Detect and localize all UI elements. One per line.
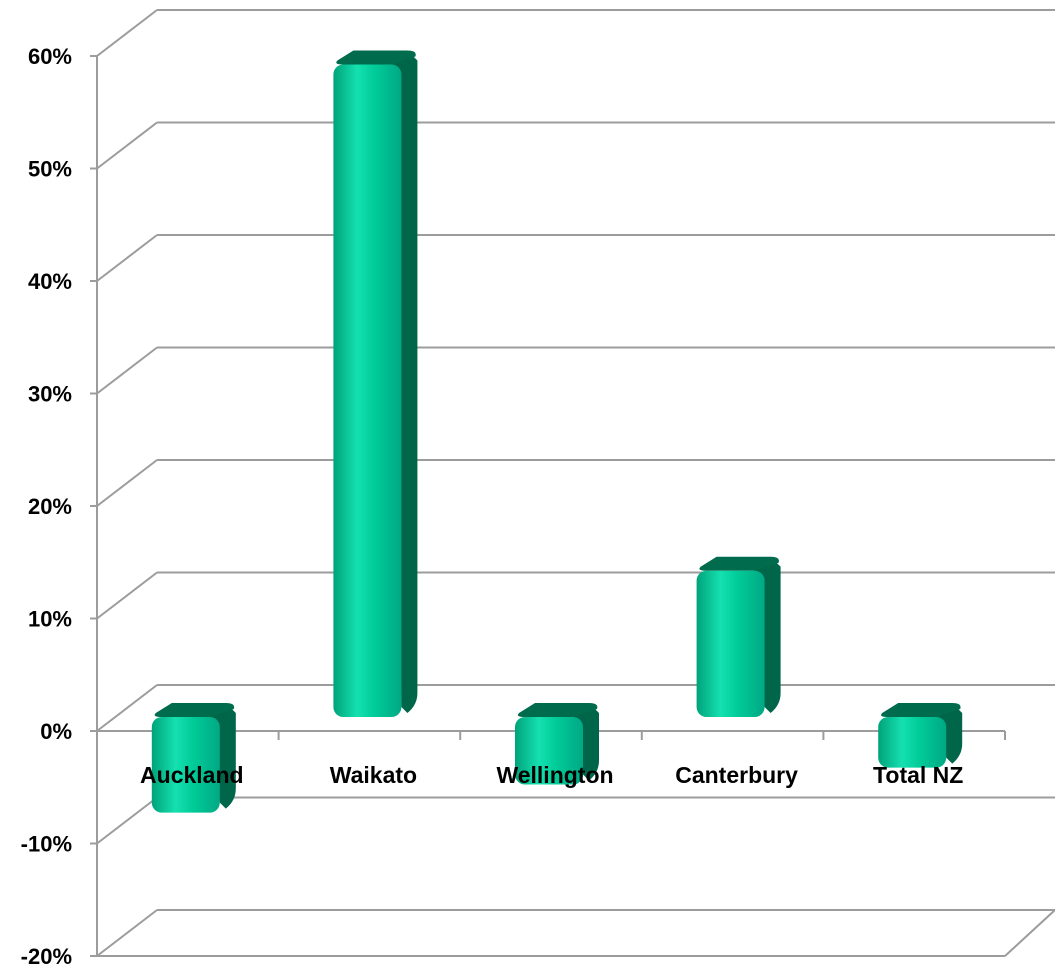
x-category-label: Wellington	[496, 762, 613, 788]
x-category-label: Auckland	[140, 762, 244, 788]
y-axis-tick-labels: -20% -10% 0% 10% 20% 30% 40% 50% 60%	[21, 44, 72, 969]
bar-auckland	[151, 703, 236, 813]
gridline-diagonal-5	[96, 346, 158, 395]
x-category-label: Waikato	[330, 762, 417, 788]
gridline-diagonal-8	[96, 9, 158, 57]
bar-canterbury	[696, 556, 781, 717]
gridlines	[96, 9, 1055, 957]
gridline-diagonal-4	[96, 459, 158, 507]
bar-waikato	[333, 50, 418, 717]
y-tick-label: 40%	[28, 269, 72, 294]
gridline-diagonal-7	[96, 121, 158, 170]
floor-right-edge	[1004, 909, 1055, 957]
y-tick-label: 50%	[28, 157, 72, 182]
gridline-diagonal-2	[96, 684, 158, 732]
bar-total-nz	[878, 703, 963, 768]
x-category-label: Total NZ	[873, 762, 963, 788]
y-tick-label: 10%	[28, 607, 72, 632]
y-tick-label: 0%	[40, 719, 72, 744]
x-axis-category-labels: Auckland Waikato Wellington Canterbury Total…	[140, 762, 963, 788]
bars	[151, 50, 963, 813]
gridline-diagonal-3	[96, 571, 158, 620]
y-tick-label: 20%	[28, 494, 72, 519]
y-tick-label: 60%	[28, 44, 72, 69]
gridline-diagonal-0	[96, 909, 158, 957]
axes	[90, 55, 1006, 957]
gridline-diagonal-6	[96, 234, 158, 282]
y-tick-label: -20%	[21, 944, 72, 969]
y-tick-label: 30%	[28, 382, 72, 407]
bar-wellington	[515, 703, 599, 785]
x-category-label: Canterbury	[675, 762, 798, 788]
gridline-diagonal-1	[96, 796, 158, 845]
y-tick-label: -10%	[21, 832, 72, 857]
